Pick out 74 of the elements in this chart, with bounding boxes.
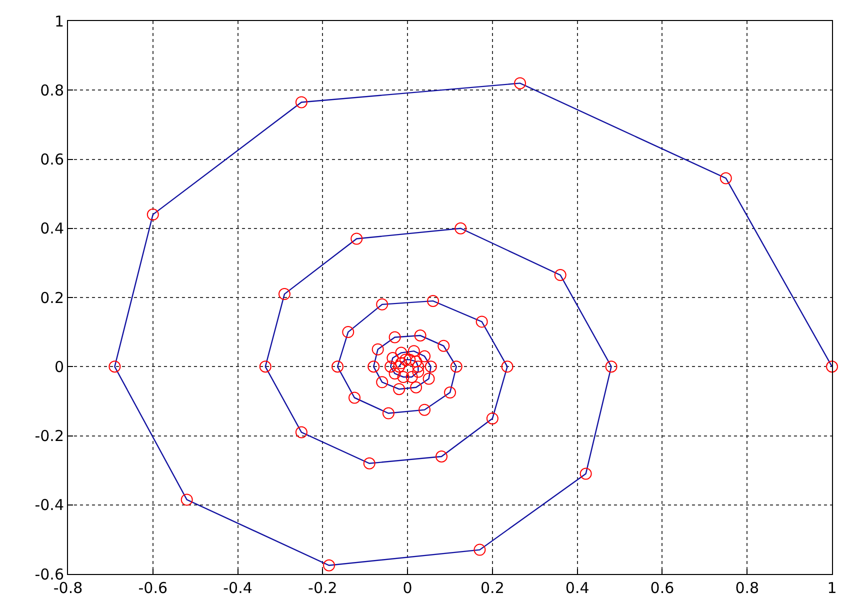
y-tick-label: 0.6	[40, 150, 64, 168]
point	[332, 360, 344, 373]
x-tick-label: 0.4	[565, 579, 590, 597]
x-tick-label: 0	[402, 579, 412, 597]
point	[399, 354, 412, 366]
x-tick-label: -0.8	[53, 579, 83, 597]
point	[180, 494, 193, 506]
point	[580, 468, 592, 480]
x-tick-label: -0.2	[308, 579, 338, 597]
point	[295, 96, 308, 108]
point	[438, 340, 450, 352]
point	[372, 343, 384, 356]
point	[501, 360, 514, 373]
point	[422, 372, 435, 385]
x-tick-label: 0.2	[480, 579, 504, 597]
point	[436, 450, 448, 462]
point	[412, 366, 424, 378]
point	[720, 172, 732, 184]
y-tick-label: -0.4	[34, 496, 64, 514]
point	[404, 354, 416, 366]
point	[376, 376, 388, 388]
y-tick-label: 0.4	[40, 220, 64, 238]
point	[514, 77, 526, 90]
point	[350, 232, 363, 245]
point	[410, 381, 422, 394]
point	[444, 386, 456, 399]
point	[395, 346, 408, 359]
x-tick-label: 0.8	[735, 579, 760, 597]
point	[146, 208, 159, 221]
y-tick-label: 0	[54, 358, 64, 376]
y-tick-label: 1	[54, 12, 64, 30]
point	[414, 330, 426, 342]
point	[388, 368, 401, 380]
y-tick-label: 0.8	[40, 81, 64, 100]
point	[397, 370, 410, 383]
point	[554, 269, 566, 282]
point	[259, 360, 272, 373]
point	[450, 360, 462, 373]
y-tick-label: -0.2	[34, 427, 64, 445]
point	[418, 350, 431, 362]
point	[382, 407, 394, 420]
point	[418, 404, 431, 416]
point	[393, 360, 406, 373]
x-tick-label: 1	[827, 579, 837, 597]
point	[424, 360, 437, 373]
point	[278, 288, 290, 300]
point	[605, 360, 618, 373]
point	[474, 544, 486, 556]
point	[295, 426, 308, 438]
x-tick-label: -0.6	[138, 579, 168, 597]
x-tick-label: -0.4	[223, 579, 252, 597]
point	[376, 298, 388, 310]
point	[386, 352, 399, 364]
point	[363, 457, 376, 470]
point	[412, 360, 424, 373]
point	[368, 360, 380, 373]
point	[388, 331, 401, 344]
point	[408, 345, 420, 358]
point	[395, 357, 408, 370]
point	[323, 559, 336, 572]
point	[454, 222, 467, 234]
point	[342, 326, 354, 338]
point	[108, 360, 121, 373]
point	[427, 294, 440, 307]
point	[384, 360, 397, 373]
point	[410, 355, 422, 368]
point	[393, 383, 406, 396]
point	[486, 412, 498, 424]
x-tick-label: 0.6	[650, 579, 674, 597]
point	[348, 392, 360, 404]
point	[476, 316, 488, 328]
y-tick-label: 0.2	[40, 288, 64, 307]
point	[826, 360, 838, 373]
point	[406, 370, 418, 383]
